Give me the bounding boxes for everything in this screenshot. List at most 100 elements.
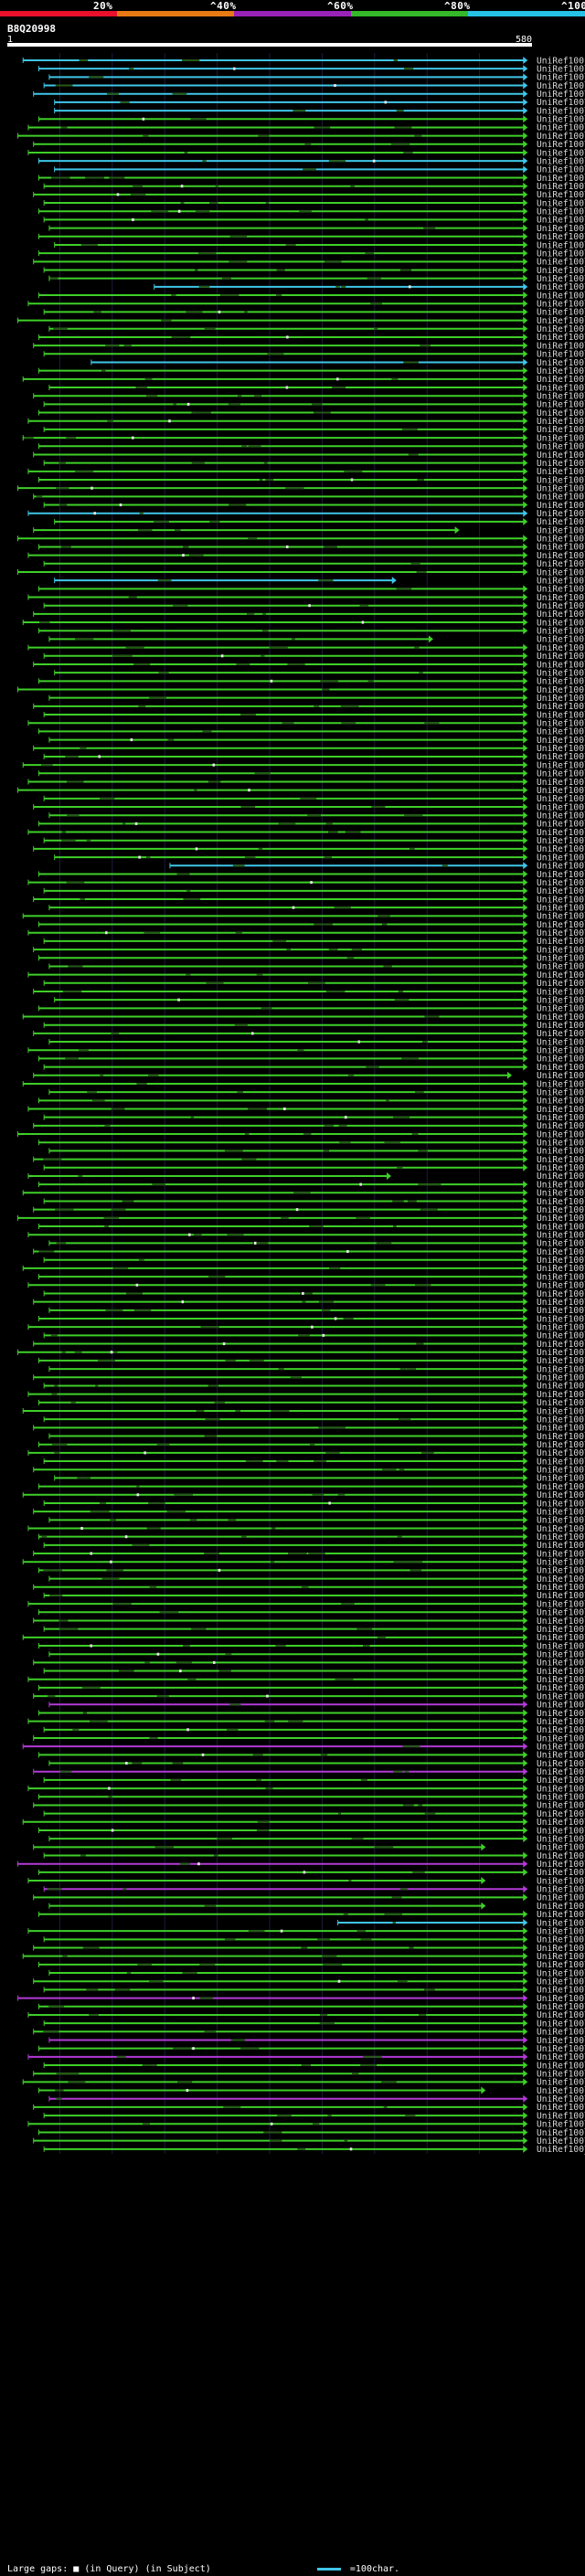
hit-row[interactable]: UniRef100_A3K027: [33, 451, 585, 461]
hit-row[interactable]: UniRef100_A5H1I4: [27, 593, 585, 603]
hit-label[interactable]: UniRef100_Q9SUT6: [537, 1055, 585, 1065]
hit-row[interactable]: UniRef100_UPI000...: [16, 132, 585, 142]
hit-row[interactable]: UniRef100_Q6UUJ4: [43, 1331, 585, 1341]
hit-row[interactable]: UniRef100_Q56U15: [37, 291, 585, 301]
hit-row[interactable]: UniRef100_Q9LT78: [37, 820, 585, 830]
hit-label[interactable]: UniRef100_A5WKL4: [537, 1851, 585, 1861]
hit-label[interactable]: UniRef100_B9RJH0: [537, 1935, 585, 1945]
hit-row[interactable]: UniRef100_B9HZ17: [48, 1759, 585, 1769]
hit-row[interactable]: UniRef100_P05784: [37, 1868, 585, 1878]
hit-label[interactable]: UniRef100_C5Y2B9: [537, 1960, 585, 1970]
hit-label[interactable]: UniRef100_Q22499: [537, 1490, 585, 1500]
hit-label[interactable]: UniRef100_B9MSV8: [537, 1189, 585, 1199]
hit-row[interactable]: UniRef100_B9MVY1: [43, 81, 585, 91]
hit-label[interactable]: UniRef100_C6TKU1: [537, 2111, 585, 2121]
hit-label[interactable]: UniRef100_A9ESE4: [537, 576, 585, 586]
hit-label[interactable]: UniRef100_Q41600: [537, 1910, 585, 1920]
hit-label[interactable]: UniRef100_C41254: [537, 886, 585, 896]
hit-label[interactable]: UniRef100_A5H1I3: [537, 535, 585, 545]
hit-label[interactable]: UniRef100_B9MVY1: [537, 81, 585, 91]
hit-label[interactable]: UniRef100_B9FM27: [537, 1633, 585, 1643]
hit-label[interactable]: UniRef100_P43297: [537, 300, 585, 310]
hit-row[interactable]: UniRef100_A5BGG8: [43, 1986, 585, 1996]
hit-label[interactable]: UniRef100_O81748: [537, 878, 585, 888]
hit-row[interactable]: UniRef100_B3VK00: [33, 1843, 585, 1853]
hit-label[interactable]: UniRef100_Q17SL4: [537, 98, 585, 108]
hit-row[interactable]: UniRef100_Q8W180: [43, 216, 585, 226]
hit-label[interactable]: UniRef100_Q3EB42: [537, 844, 585, 854]
hit-row[interactable]: UniRef100_Q6ZHP9: [16, 1214, 585, 1224]
hit-row[interactable]: UniRef100_Q5QUJ0: [54, 668, 585, 678]
hit-row[interactable]: UniRef100_B9HG03: [43, 2061, 585, 2071]
hit-label[interactable]: UniRef100_A7PJG1: [537, 1977, 585, 1988]
hit-label[interactable]: UniRef100_Q4VQ93: [537, 970, 585, 981]
hit-row[interactable]: UniRef100_C5YAJ9: [22, 1818, 585, 1828]
hit-label[interactable]: UniRef100_Q2WMC8: [537, 90, 585, 100]
hit-row[interactable]: UniRef100_Q9SUT6: [37, 1055, 585, 1065]
hit-row[interactable]: UniRef100_B9MSV8: [22, 1189, 585, 1199]
hit-row[interactable]: UniRef100_Q5ILG7: [33, 1029, 585, 1039]
hit-label[interactable]: UniRef100_A7PJG2: [537, 1968, 585, 1978]
hit-label[interactable]: UniRef100_B9HGJ5: [537, 509, 585, 519]
hit-label[interactable]: UniRef100_Q41696: [537, 483, 585, 493]
hit-row[interactable]: UniRef100_P43297: [27, 300, 585, 310]
hit-row[interactable]: UniRef100_C6TFM1: [33, 493, 585, 503]
hit-label[interactable]: UniRef100_Q9LL08: [537, 937, 585, 947]
hit-row[interactable]: UniRef100_Q6D493: [33, 1373, 585, 1383]
hit-label[interactable]: UniRef100_C5NUX4: [537, 1314, 585, 1324]
hit-row[interactable]: UniRef100_B9R9K6: [33, 2136, 585, 2147]
hit-row[interactable]: UniRef100_A7PLF9: [48, 635, 585, 645]
hit-label[interactable]: UniRef100_Q42673: [537, 1298, 585, 1308]
hit-row[interactable]: UniRef100_A7LHM1: [43, 652, 585, 662]
hit-row[interactable]: UniRef100_Q0MS26: [43, 1113, 585, 1123]
hit-row[interactable]: UniRef100_A5HIJ4: [43, 198, 585, 208]
hit-row[interactable]: UniRef100_Q22499: [22, 1490, 585, 1500]
hit-label[interactable]: UniRef100_A6NBF9: [537, 828, 585, 838]
hit-row[interactable]: UniRef100_B5TWK8: [22, 1079, 585, 1089]
hit-label[interactable]: UniRef100_A1Y2K6: [537, 1499, 585, 1509]
hit-row[interactable]: UniRef100_A1Y2K3: [27, 1448, 585, 1458]
hit-label[interactable]: UniRef100_B9S9V4: [537, 1918, 585, 1928]
hit-row[interactable]: UniRef100_B2LSQ2: [154, 282, 585, 292]
hit-label[interactable]: UniRef100_Q39451: [537, 945, 585, 955]
hit-label[interactable]: UniRef100_B2ZDE1: [537, 1683, 585, 1693]
hit-row[interactable]: UniRef100_B9SF23: [54, 165, 585, 175]
hit-row[interactable]: UniRef100_Q5QUJ4: [33, 744, 585, 754]
hit-label[interactable]: UniRef100_C5X8V9: [537, 2145, 585, 2155]
hit-label[interactable]: UniRef100_UPI000...: [537, 1105, 585, 1115]
hit-label[interactable]: UniRef100_UPI000...: [537, 341, 585, 351]
hit-row[interactable]: UniRef100_Q6FLD4: [37, 1398, 585, 1408]
hit-row[interactable]: UniRef100_C63WR1: [43, 425, 585, 435]
hit-label[interactable]: UniRef100_A2ZEG3: [537, 1256, 585, 1266]
hit-row[interactable]: UniRef100_A5H1I8: [16, 685, 585, 695]
hit-row[interactable]: UniRef100_Q6FGA6: [43, 266, 585, 276]
hit-label[interactable]: UniRef100_Q6SS39: [537, 1767, 585, 1777]
hit-row[interactable]: UniRef100_B6TLC8: [43, 1457, 585, 1467]
hit-label[interactable]: UniRef100_B9RYC1: [537, 190, 585, 200]
hit-row[interactable]: UniRef100_B9HLD6: [37, 1826, 585, 1836]
hit-row[interactable]: UniRef100_B9HXB6: [37, 2128, 585, 2138]
hit-label[interactable]: UniRef100_B2LSQ2: [537, 282, 585, 292]
hit-row[interactable]: UniRef100_Q0DXC2: [33, 1466, 585, 1476]
hit-label[interactable]: UniRef100_B7FXB3: [537, 1944, 585, 1954]
hit-row[interactable]: UniRef100_A3RC31: [33, 1801, 585, 1811]
hit-row[interactable]: UniRef100_Q5QUJ9: [33, 660, 585, 670]
hit-label[interactable]: UniRef100_Q7QR52: [537, 1231, 585, 1241]
hit-row[interactable]: UniRef100_A5WKL4: [43, 1851, 585, 1861]
hit-row[interactable]: UniRef100_Q42673: [33, 1298, 585, 1308]
hit-row[interactable]: UniRef100_B9SFS2: [37, 1793, 585, 1803]
hit-row[interactable]: UniRef100_B3VK17: [48, 1902, 585, 1912]
hit-row[interactable]: UniRef100_Q6F6A7: [169, 862, 585, 872]
hit-row[interactable]: UniRef100_A5H1J2: [37, 207, 585, 217]
hit-label[interactable]: UniRef100_A5H1J0: [537, 375, 585, 385]
hit-label[interactable]: UniRef100_UPI000...: [537, 324, 585, 334]
hit-row[interactable]: UniRef100_B6TMV9: [33, 895, 585, 905]
hit-row[interactable]: UniRef100_Q41696: [16, 483, 585, 493]
hit-row[interactable]: UniRef100_Q3EB42: [33, 844, 585, 854]
hit-label[interactable]: UniRef100_B5BLP0: [537, 1558, 585, 1568]
hit-label[interactable]: UniRef100_B6TLC8: [537, 1457, 585, 1467]
hit-row[interactable]: UniRef100_Q22500: [37, 920, 585, 930]
hit-row[interactable]: UniRef100_Q39986: [27, 1675, 585, 1685]
hit-row[interactable]: UniRef100_A1Y2K7: [48, 1516, 585, 1526]
hit-label[interactable]: UniRef100_Q52ZQ5: [537, 106, 585, 116]
